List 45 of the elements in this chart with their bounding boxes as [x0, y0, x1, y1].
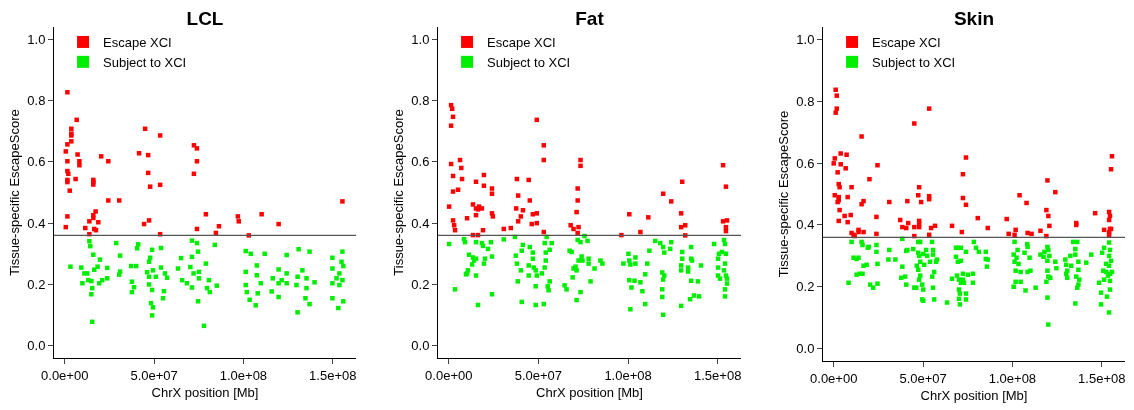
y-axis-title: Tissue-specific EscapeScore [776, 110, 792, 278]
y-tick-label: 1.0 [411, 31, 430, 47]
y-tick-label: 0.6 [27, 154, 46, 170]
y-tick-label: 0.2 [27, 276, 46, 292]
legend-label: Subject to XCI [103, 54, 187, 70]
legend-label: Escape XCI [872, 35, 941, 51]
x-axis-title: ChrX position [Mb] [151, 385, 259, 401]
x-tick-label: 1.5e+08 [309, 367, 357, 383]
y-tick-label: 0.2 [411, 276, 430, 292]
y-tick-label: 0.2 [796, 279, 815, 295]
chart-title: Skin [953, 7, 995, 29]
x-axis-title: ChrX position [Mb] [536, 385, 643, 401]
y-tick-label: 0.4 [27, 215, 46, 231]
legend-label: Subject to XCI [872, 54, 956, 70]
y-tick-label: 0.6 [796, 155, 815, 171]
chart-title: Fat [575, 7, 605, 29]
legend-label: Escape XCI [487, 35, 556, 51]
x-tick-label: 1.0e+08 [604, 367, 652, 383]
x-tick-label: 1.0e+08 [988, 370, 1037, 386]
y-tick-label: 0.4 [411, 215, 430, 231]
y-axis-title: Tissue-specific EscapeScore [7, 109, 23, 276]
y-tick-label: 0.8 [796, 93, 815, 109]
legend-label: Subject to XCI [487, 54, 571, 70]
x-axis-title: ChrX position [Mb] [920, 388, 1028, 404]
x-tick-label: 5.0e+07 [130, 367, 178, 383]
y-tick-label: 0.6 [411, 154, 430, 170]
y-tick-label: 0.0 [796, 341, 815, 357]
x-tick-label: 5.0e+07 [514, 367, 563, 383]
x-tick-label: 0.0e+00 [810, 370, 858, 386]
y-tick-label: 1.0 [796, 31, 815, 47]
y-tick-label: 0.4 [796, 217, 815, 233]
y-tick-label: 1.0 [27, 31, 46, 47]
x-tick-label: 1.5e+08 [694, 367, 742, 383]
x-tick-label: 0.0e+00 [425, 367, 473, 383]
y-axis-title: Tissue-specific EscapeScore [391, 109, 407, 276]
x-tick-label: 0.0e+00 [41, 367, 89, 383]
x-tick-label: 5.0e+07 [899, 370, 947, 386]
y-tick-label: 0.0 [411, 338, 430, 354]
chart-title: LCL [186, 7, 224, 29]
y-tick-label: 0.8 [27, 93, 46, 109]
x-tick-label: 1.5e+08 [1078, 370, 1126, 386]
y-tick-label: 0.8 [411, 93, 430, 109]
x-tick-label: 1.0e+08 [219, 367, 268, 383]
legend-label: Escape XCI [103, 35, 172, 51]
y-tick-label: 0.0 [27, 338, 46, 354]
